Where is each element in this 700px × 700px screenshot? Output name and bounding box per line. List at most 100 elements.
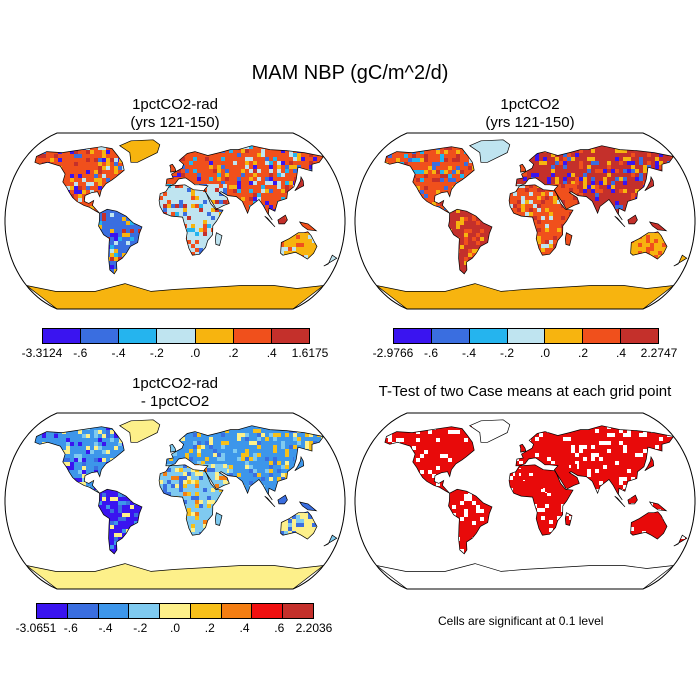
coastline-japan	[294, 455, 305, 471]
colorbar-swatch	[583, 329, 622, 343]
colorbar-swatch	[129, 604, 161, 618]
colorbar-swatch	[157, 329, 196, 343]
colorbar-tick-label: .4	[266, 346, 277, 360]
colorbar-swatch	[233, 329, 272, 343]
coastline-australia	[630, 511, 668, 540]
coastline-newguinea	[298, 501, 318, 512]
coastline-africa	[508, 184, 574, 256]
panel-2-title-line1: 1pctCO2	[500, 96, 560, 113]
figure-title: MAM NBP (gC/m^2/d)	[251, 62, 449, 84]
coastline-britain	[519, 443, 527, 453]
globe-outline	[354, 132, 696, 310]
coastline-namerica	[384, 426, 475, 494]
coastline-indonesia	[264, 495, 276, 508]
colorbar-swatch	[621, 329, 659, 343]
colorbar-swatch	[195, 329, 234, 343]
coastline-borneo	[627, 214, 638, 225]
coastline-antarctica	[376, 283, 675, 310]
coastline-indonesia	[614, 495, 626, 508]
panel-4-title-line1: T-Test of two Case means at each grid po…	[378, 383, 672, 400]
colorbar-tick-label: .2	[204, 621, 215, 635]
coastline-namerica	[34, 146, 125, 214]
coastline-madagascar	[564, 512, 573, 526]
panel-4-map	[354, 412, 696, 590]
coastline-eurasia	[515, 145, 675, 221]
coastline-antarctica	[26, 563, 325, 590]
coastline-madagascar	[214, 232, 223, 246]
panel-2-colorbar	[393, 328, 659, 344]
panel-3-title-line2: - 1pctCO2	[140, 393, 210, 410]
coastline-newzealand	[323, 254, 338, 267]
colorbar-swatch	[283, 604, 314, 618]
coastline-eurasia	[165, 425, 325, 501]
coastline-africa	[158, 184, 224, 256]
coastline-japan	[644, 455, 655, 471]
colorbar-swatch	[221, 604, 253, 618]
colorbar-swatch	[507, 329, 546, 343]
coastline-eurasia	[165, 145, 325, 221]
coastline-indonesia	[614, 215, 626, 228]
colorbar-swatch	[160, 604, 191, 618]
coastline-samerica	[98, 208, 143, 275]
panel-2-colorbar-labels: -2.9766 -.6 -.4 -.2 .0 .2 .4 2.2747	[373, 346, 678, 362]
colorbar-tick-label: 2.2747	[640, 346, 678, 360]
globe-outline	[354, 412, 696, 590]
globe-outline	[4, 412, 346, 590]
coastline-greenland	[468, 139, 511, 163]
coastline-eurasia	[515, 425, 675, 501]
colorbar-swatch	[43, 329, 82, 343]
colorbar-swatch	[252, 604, 284, 618]
panel-1-colorbar-labels: -3.3124 -.6 -.4 -.2 .0 .2 .4 1.6175	[22, 346, 329, 362]
panel-1-title-line1: 1pctCO2-rad	[132, 96, 218, 113]
coastline-borneo	[277, 214, 288, 225]
coastline-antarctica	[26, 283, 325, 310]
colorbar-tick-label: -.4	[461, 346, 477, 360]
colorbar-tick-label: .4	[615, 346, 627, 360]
colorbar-tick-label: -.2	[149, 346, 164, 360]
colorbar-swatch	[394, 329, 432, 343]
coastline-newzealand	[673, 534, 688, 547]
coastline-greenland	[118, 419, 161, 443]
colorbar-tick-label: -3.0651	[15, 621, 57, 635]
colorbar-swatch	[37, 604, 68, 618]
coastline-madagascar	[214, 512, 223, 526]
colorbar-swatch	[98, 604, 130, 618]
coastline-japan	[294, 175, 305, 191]
colorbar-tick-label: -.2	[133, 621, 148, 635]
colorbar-swatch	[431, 329, 470, 343]
coastline-antarctica	[376, 563, 675, 590]
colorbar-swatch	[81, 329, 120, 343]
coastline-namerica	[34, 426, 125, 494]
coastline-britain	[519, 163, 527, 173]
coastline-newguinea	[648, 221, 668, 232]
coastline-australia	[280, 511, 318, 540]
coastline-greenland	[468, 419, 511, 443]
colorbar-tick-label: .6	[274, 621, 285, 635]
colorbar-tick-label: -.4	[111, 346, 126, 360]
coastline-samerica	[448, 488, 493, 555]
globe-outline	[4, 132, 346, 310]
coastline-newzealand	[673, 254, 688, 267]
colorbar-tick-label: .2	[577, 346, 589, 360]
colorbar-tick-label: .2	[228, 346, 239, 360]
significance-footnote: Cells are significant at 0.1 level	[438, 614, 604, 628]
colorbar-swatch	[545, 329, 584, 343]
panel-1-title: 1pctCO2-rad (yrs 121-150)	[55, 96, 295, 132]
colorbar-swatch	[469, 329, 508, 343]
colorbar-tick-label: -3.3124	[21, 346, 63, 360]
coastline-africa	[158, 464, 224, 536]
coastline-newguinea	[648, 501, 668, 512]
coastline-australia	[280, 231, 318, 260]
colorbar-tick-label: 2.2036	[295, 621, 333, 635]
coastline-borneo	[627, 494, 638, 505]
colorbar-tick-label: -.2	[499, 346, 515, 360]
colorbar-tick-label: -.6	[423, 346, 439, 360]
panel-1-colorbar	[42, 328, 310, 344]
coastline-borneo	[277, 494, 288, 505]
colorbar-tick-label: .0	[190, 346, 201, 360]
colorbar-tick-label: .0	[539, 346, 551, 360]
coastline-japan	[644, 175, 655, 191]
colorbar-swatch	[271, 329, 309, 343]
coastline-madagascar	[564, 232, 573, 246]
coastline-australia	[630, 231, 668, 260]
